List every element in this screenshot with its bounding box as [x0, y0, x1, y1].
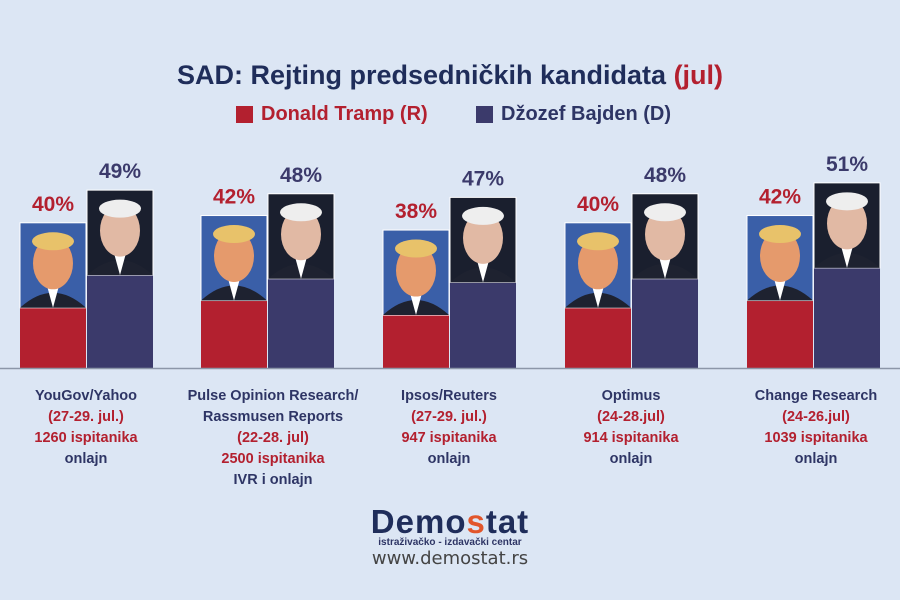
title-text: SAD: Rejting predsedničkih kandidata — [176, 60, 667, 90]
value-label: 38% — [395, 200, 437, 223]
poll-label: Ipsos/Reuters (27-29. jul.) 947 ispitanika… — [354, 386, 544, 470]
legend-swatch — [236, 106, 253, 123]
poll-sample: 1260 ispitanika — [34, 430, 138, 446]
poll-label: Change Research (24-26.jul) 1039 ispitanik… — [721, 386, 900, 470]
biden-photo — [631, 193, 699, 280]
bar-chart: 40% 42% 38% 40% 42% 49% 48% 47% 48% 51% — [0, 153, 900, 370]
legend-swatch — [476, 106, 493, 123]
bar-trump — [747, 300, 813, 368]
poll-mode: IVR i onlajn — [233, 472, 313, 488]
bar-trump — [201, 300, 267, 368]
poll-sample: 947 ispitanika — [401, 430, 497, 446]
poll-dates: (27-29. jul.) — [48, 409, 124, 425]
legend-label: Džozef Bajden (D) — [501, 103, 671, 125]
value-label: 42% — [759, 186, 801, 209]
biden-photo — [449, 196, 517, 283]
poll-poll: YouGov/Yahoo — [34, 388, 138, 404]
value-label: 48% — [644, 164, 686, 187]
poll-mode: onlajn — [794, 451, 838, 467]
poll-sample: 1039 ispitanika — [764, 430, 868, 446]
poll-poll2: Rassmusen Reports — [202, 409, 344, 425]
bar-biden — [450, 282, 516, 368]
legend-item-trump: Donald Tramp (R) — [236, 103, 428, 126]
poll-sample: 914 ispitanika — [583, 430, 679, 446]
trump-photo — [200, 215, 268, 302]
poll-mode: onlajn — [609, 451, 653, 467]
logo-url: www.demostat.rs — [371, 548, 529, 569]
bar-biden — [268, 278, 334, 368]
trump-photo — [746, 215, 814, 302]
poll-label: YouGov/Yahoo (27-29. jul.) 1260 ispitanika… — [0, 386, 181, 470]
poll-label: Optimus (24-28.jul) 914 ispitanika onlajn — [536, 386, 726, 470]
value-label: 48% — [280, 164, 322, 187]
biden-photo — [267, 193, 335, 280]
trump-photo — [382, 229, 450, 316]
bar-biden — [87, 275, 153, 368]
poll-poll: Pulse Opinion Research/ — [187, 388, 359, 404]
value-label: 51% — [826, 153, 868, 176]
demostat-logo: Demostat istraživačko - izdavački centar… — [0, 503, 900, 569]
bar-trump — [383, 315, 449, 368]
value-label: 47% — [462, 167, 504, 190]
poll-dates: (22-28. jul) — [237, 430, 309, 446]
legend-label: Donald Tramp (R) — [261, 103, 428, 125]
biden-photo — [86, 189, 154, 276]
poll-label: Pulse Opinion Research/Rassmusen Reports… — [178, 386, 368, 491]
biden-photo — [813, 182, 881, 269]
value-label: 42% — [213, 186, 255, 209]
trump-photo — [564, 222, 632, 309]
poll-sample: 2500 ispitanika — [221, 451, 325, 467]
bar-biden — [814, 267, 880, 368]
poll-dates: (27-29. jul.) — [411, 409, 487, 425]
title-accent: (jul) — [673, 60, 724, 90]
poll-mode: onlajn — [427, 451, 471, 467]
poll-poll: Ipsos/Reuters — [401, 388, 497, 404]
poll-mode: onlajn — [64, 451, 108, 467]
trump-photo — [19, 222, 87, 309]
poll-dates: (24-28.jul) — [597, 409, 665, 425]
bar-biden — [632, 278, 698, 368]
bar-trump — [565, 307, 631, 368]
chart-title: SAD: Rejting predsedničkih kandidata (ju… — [0, 60, 900, 91]
logo-name: Demostat — [370, 503, 530, 540]
value-label: 40% — [32, 193, 74, 216]
value-label: 40% — [577, 193, 619, 216]
value-label: 49% — [99, 160, 141, 183]
poll-dates: (24-26.jul) — [782, 409, 850, 425]
bar-trump — [20, 307, 86, 368]
poll-poll: Optimus — [601, 388, 661, 404]
logo-tagline: istraživačko - izdavački centar — [378, 537, 522, 548]
poll-poll: Change Research — [754, 388, 878, 404]
legend-item-biden: Džozef Bajden (D) — [476, 103, 671, 126]
